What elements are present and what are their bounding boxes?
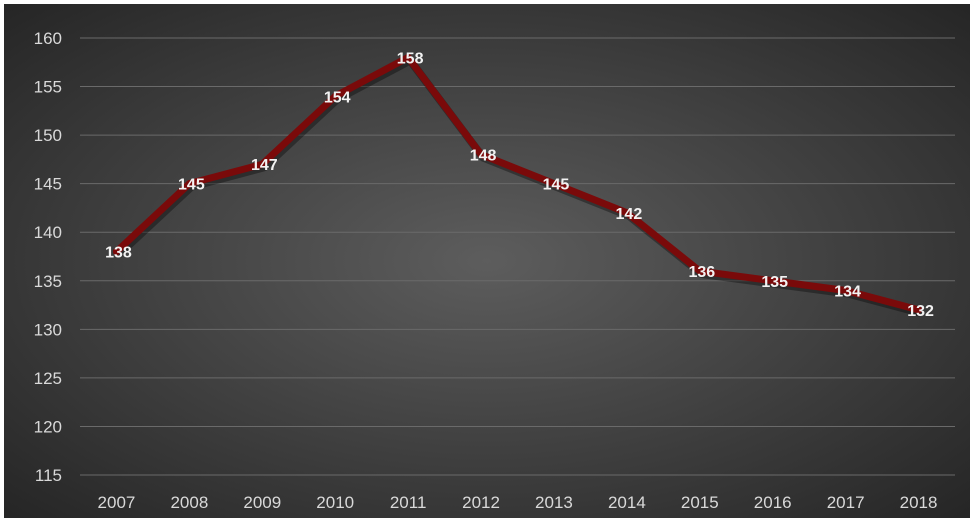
y-tick-label: 135: [34, 272, 62, 291]
y-tick-label: 145: [34, 175, 62, 194]
series-line: [112, 53, 923, 314]
x-tick-label: 2009: [243, 493, 281, 512]
y-tick-label: 130: [34, 320, 62, 339]
data-label: 147: [251, 157, 278, 174]
data-label: 136: [688, 264, 715, 281]
chart-background: [4, 4, 970, 518]
data-point: [477, 151, 485, 159]
data-point: [331, 92, 339, 100]
data-label: 138: [105, 245, 132, 262]
y-tick-label: 115: [35, 466, 62, 485]
x-tick-label: 2018: [900, 493, 938, 512]
data-point: [842, 286, 850, 294]
gridlines: [80, 37, 955, 476]
x-tick-label: 2010: [316, 493, 354, 512]
data-point: [404, 53, 412, 61]
data-label: 145: [543, 177, 570, 194]
data-point: [550, 180, 558, 188]
series-line-layer: [112, 53, 923, 317]
x-tick-label: 2012: [462, 493, 500, 512]
x-tick-label: 2014: [608, 493, 646, 512]
y-tick-label: 160: [34, 29, 62, 48]
y-tick-label: 150: [34, 126, 62, 145]
data-label: 134: [834, 283, 861, 300]
data-label: 142: [616, 206, 643, 223]
x-tick-label: 2015: [681, 493, 719, 512]
y-tick-label: 155: [34, 78, 62, 97]
data-point: [915, 306, 923, 314]
x-tick-label: 2011: [390, 493, 427, 512]
x-tick-label: 2016: [754, 493, 792, 512]
x-axis-ticks: 2007 2008 2009 2010 2011 2012 2013 2014 2015 2016…: [98, 493, 938, 512]
y-tick-label: 120: [34, 417, 62, 436]
x-tick-label: 2008: [170, 493, 208, 512]
data-label: 135: [761, 274, 788, 291]
data-label: 148: [470, 148, 497, 165]
data-label: 145: [178, 177, 205, 194]
y-tick-label: 140: [34, 223, 62, 242]
data-point: [769, 277, 777, 285]
data-label: 154: [324, 89, 351, 106]
data-point: [112, 248, 120, 256]
x-tick-label: 2017: [827, 493, 865, 512]
data-label: 132: [907, 303, 934, 320]
data-labels: 138 145 147 154 158 148 145 142 136 135 134 132: [105, 50, 934, 319]
y-tick-label: 125: [34, 369, 62, 388]
y-axis-ticks: 115 120 125 130 135 140 145 150 155 160: [34, 29, 62, 485]
data-label: 158: [397, 50, 424, 67]
data-point: [258, 160, 266, 168]
data-point: [696, 267, 704, 275]
x-tick-label: 2013: [535, 493, 573, 512]
data-point: [623, 209, 631, 217]
x-tick-label: 2007: [98, 493, 136, 512]
data-point: [185, 180, 193, 188]
